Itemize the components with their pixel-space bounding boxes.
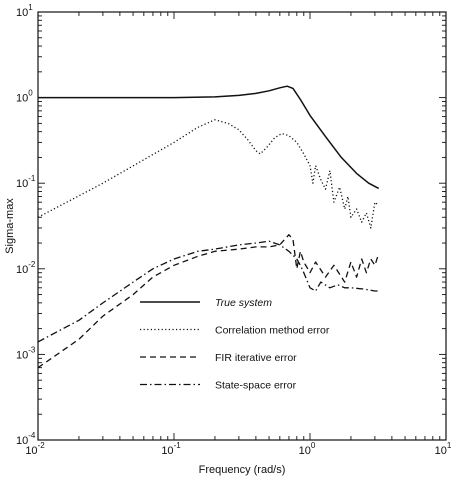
plot-frame: [37, 11, 447, 441]
series-line-2: [37, 119, 380, 229]
series-line-4: [37, 240, 379, 343]
x-tick-label: 10-1: [161, 441, 181, 457]
series-line-3: [37, 234, 380, 369]
tick-marks: [37, 11, 447, 441]
x-tick-label: 100: [299, 441, 316, 457]
series-lines: [37, 85, 380, 369]
legend-label-1: True system: [215, 297, 272, 309]
y-axis-label: Sigma-max: [4, 198, 16, 254]
series-line-1: [38, 85, 380, 190]
y-tick-labels: 10-4 10-3 10-2 10-1 100 101: [16, 3, 36, 447]
legend-label-4: State-space error: [215, 380, 297, 392]
y-tick-label: 10-3: [16, 345, 36, 361]
y-tick-label: 10-4: [16, 431, 36, 447]
legend: True system Correlation method error FIR i…: [140, 297, 330, 392]
legend-label-2: Correlation method error: [215, 325, 330, 337]
x-tick-label: 10-2: [25, 441, 45, 457]
y-tick-label: 100: [16, 89, 33, 105]
legend-label-3: FIR iterative error: [215, 352, 297, 364]
x-tick-label: 101: [435, 441, 452, 457]
x-tick-labels: 10-2 10-1 100 101: [25, 441, 452, 457]
y-tick-label: 10-2: [16, 260, 36, 276]
y-tick-label: 10-1: [16, 174, 36, 190]
x-axis-label: Frequency (rad/s): [199, 464, 286, 476]
y-tick-label: 101: [16, 3, 33, 19]
